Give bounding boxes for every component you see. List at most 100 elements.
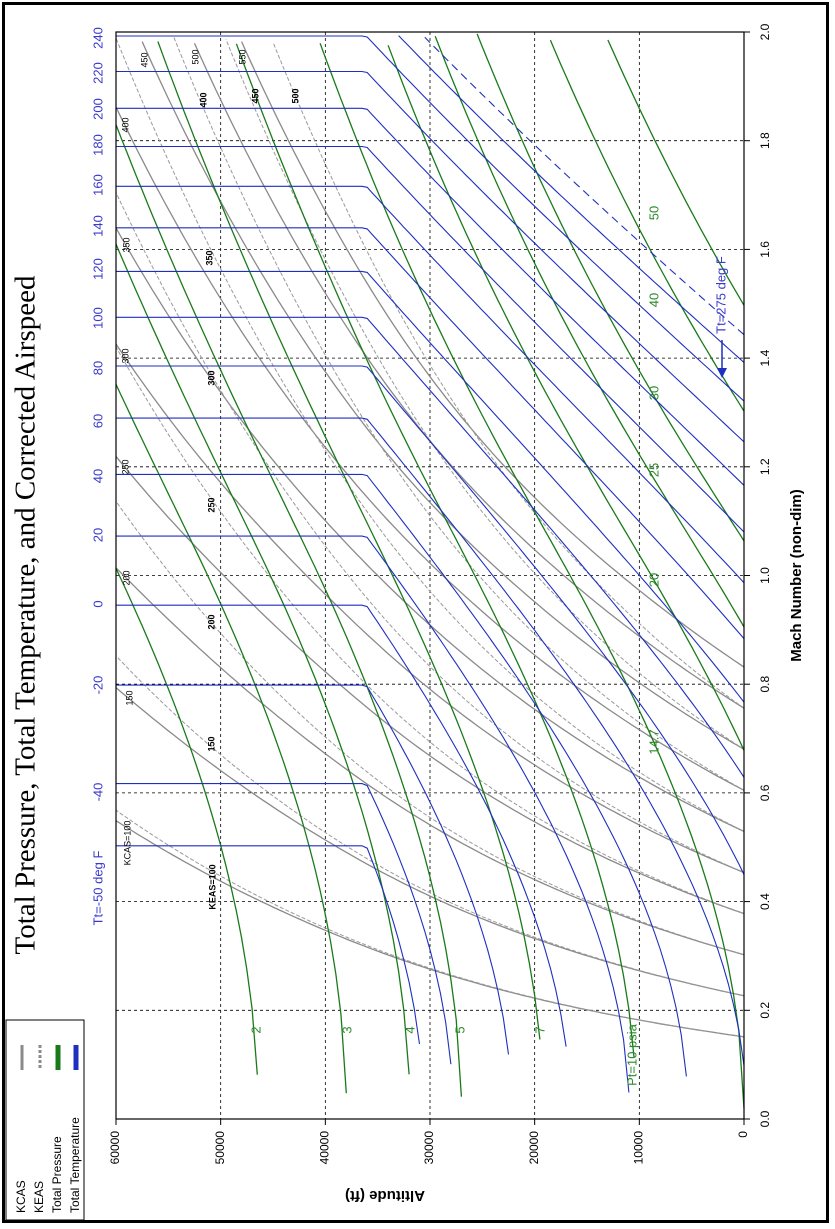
- mach-tick-label: 1.6: [758, 241, 772, 258]
- kcas-label: 400: [120, 117, 130, 132]
- total-pressure-curve: [387, 45, 745, 751]
- altitude-tick-label: 40000: [318, 1131, 332, 1165]
- mach-tick-label: 1.4: [758, 349, 772, 366]
- y-axis-title: Altitude (ft): [345, 1187, 425, 1204]
- total-temperature-curve: [116, 783, 452, 1065]
- kcas-label: 150: [124, 690, 134, 705]
- mach-tick-label: 0.8: [758, 676, 772, 693]
- temperature-label: 40: [90, 469, 105, 483]
- altitude-tick-label: 60000: [108, 1131, 122, 1165]
- legend-label: Total Pressure: [50, 1136, 64, 1213]
- legend-label: KCAS: [14, 1180, 28, 1213]
- temperature-label: 140: [90, 215, 105, 237]
- mach-tick-label: 1.0: [758, 567, 772, 584]
- pressure-label: 14.7: [646, 729, 661, 754]
- pressure-label: 5: [452, 1026, 467, 1033]
- keas-curve: [115, 501, 745, 956]
- total-temperature-curve: [116, 535, 630, 1093]
- curves: [115, 33, 745, 1109]
- legend-label: KEAS: [32, 1181, 46, 1213]
- total-temperature-curve: [116, 365, 745, 875]
- total-pressure-curve: [115, 568, 258, 1075]
- kcas-label: 550: [237, 49, 247, 64]
- total-pressure-curve: [476, 33, 745, 542]
- total-temperature-curve: [116, 227, 745, 640]
- pressure-label: Pt=10 psia: [624, 1023, 639, 1086]
- total-temperature-curve: [398, 35, 745, 363]
- keas-curve: [225, 39, 745, 750]
- total-pressure-curve: [115, 384, 347, 1094]
- kcas-label: 350: [121, 237, 131, 252]
- temperature-annotation-low: Tt=-50 deg F: [90, 851, 105, 926]
- pressure-label: 40: [646, 293, 661, 307]
- mach-tick-label: 2.0: [758, 23, 772, 40]
- x-axis-title: Mach Number (non-dim): [788, 489, 805, 662]
- pressure-label: 20: [646, 573, 661, 587]
- total-pressure-curve: [434, 36, 745, 628]
- keas-curve: [115, 37, 745, 832]
- altitude-tick-label: 10000: [632, 1131, 646, 1165]
- kcas-curve: [115, 106, 745, 791]
- pressure-label: 50: [646, 206, 661, 220]
- kcas-curve: [115, 567, 745, 956]
- keas-label: 300: [206, 370, 216, 385]
- keas-label: 150: [206, 736, 216, 751]
- kcas-label: 250: [120, 459, 130, 474]
- total-temperature-curve: [116, 845, 421, 1045]
- total-pressure-curve: [115, 124, 463, 1097]
- total-temperature-curve: [116, 35, 745, 402]
- pressure-label: 25: [646, 463, 661, 477]
- temperature-label: 160: [90, 174, 105, 196]
- keas-label: 450: [250, 88, 260, 103]
- total-temperature-curve: [116, 145, 745, 533]
- temperature-label: 80: [90, 361, 105, 375]
- kcas-label: 200: [121, 570, 131, 585]
- kcas-label: 500: [190, 49, 200, 64]
- altitude-tick-label: 30000: [422, 1131, 436, 1165]
- altitude-tick-label: 50000: [213, 1131, 227, 1165]
- kcas-label: 300: [120, 348, 130, 363]
- keas-label: 250: [206, 497, 216, 512]
- pressure-label: 4: [402, 1026, 417, 1033]
- mach-tick-label: 1.2: [758, 458, 772, 475]
- mach-tick-label: 1.8: [758, 132, 772, 149]
- kcas-curve: [115, 820, 745, 1038]
- kcas-curve: [141, 41, 745, 750]
- legend-box: [5, 1019, 85, 1221]
- temperature-label: 120: [90, 258, 105, 280]
- total-pressure-curve: [607, 39, 745, 306]
- total-temperature-curve: [116, 70, 745, 443]
- total-temperature-curve: [116, 107, 745, 486]
- temperature-label: 0: [90, 600, 105, 607]
- temperature-label: 200: [90, 98, 105, 120]
- total-temperature-curve: [116, 316, 745, 778]
- total-temperature-curve: [116, 684, 510, 1055]
- pressure-label: 3: [339, 1026, 354, 1033]
- pressure-label: 30: [646, 386, 661, 400]
- total-temperature-curve: [116, 473, 687, 1077]
- temperature-label: 20: [90, 528, 105, 542]
- grid-lines: [116, 32, 744, 1119]
- keas-curve: [173, 36, 745, 791]
- keas-curve: [115, 809, 745, 1038]
- temperature-label: 180: [90, 134, 105, 156]
- axis-text: 0.0 0.2 0.4 0.6 0.8 1.0 1.2 1.4 1.6 1.8 2.0 0 10000 2…: [10, 23, 805, 1204]
- mach-tick-label: 0.6: [758, 784, 772, 801]
- temperature-arrow-head: [717, 368, 727, 378]
- kcas-label: 450: [139, 52, 149, 67]
- chart-title: Total Pressure, Total Temperature, and C…: [10, 275, 42, 954]
- temperature-label: -40: [90, 783, 105, 802]
- keas-label: 400: [198, 92, 208, 107]
- pressure-label: 7: [532, 1026, 547, 1033]
- total-pressure-curve: [235, 43, 635, 1058]
- total-pressure-curve: [157, 41, 541, 1040]
- total-pressure-curve: [549, 39, 745, 412]
- keas-curve: [272, 42, 745, 709]
- keas-label: 200: [206, 614, 216, 629]
- total-temperature-curve: [116, 417, 745, 1066]
- kcas-curve: [115, 455, 745, 915]
- mach-tick-label: 0.0: [758, 1110, 772, 1127]
- keas-label: 500: [290, 88, 300, 103]
- total-temperature-curve: [116, 604, 567, 1047]
